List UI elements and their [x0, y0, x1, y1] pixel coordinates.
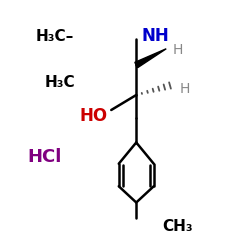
Text: H₃C–: H₃C– [36, 29, 74, 44]
Text: NH: NH [141, 27, 169, 45]
Text: HCl: HCl [28, 148, 62, 166]
Text: CH₃: CH₃ [162, 219, 193, 234]
Text: H₃C: H₃C [44, 75, 75, 90]
Text: H: H [180, 82, 190, 96]
Polygon shape [135, 49, 166, 68]
Text: H: H [172, 43, 183, 57]
Text: HO: HO [80, 107, 108, 125]
